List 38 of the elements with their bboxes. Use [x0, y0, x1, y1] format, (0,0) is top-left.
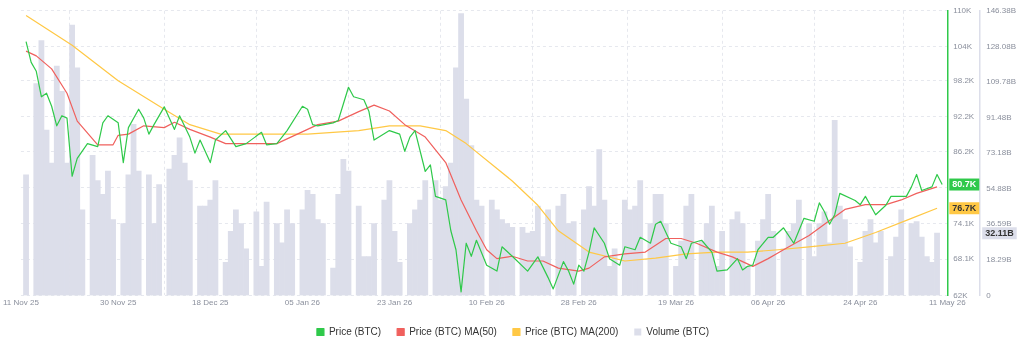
- y2-tick-label: 146.38B: [986, 6, 1017, 15]
- x-tick-label: 06 Apr 26: [751, 298, 786, 308]
- y-tick-label: 86.2K: [953, 147, 975, 157]
- x-tick-label: 19 Mar 26: [658, 298, 695, 308]
- bar: [708, 205, 715, 296]
- x-tick-label: 24 Apr 26: [843, 298, 878, 308]
- y2-tick-label: 91.48B: [986, 112, 1012, 122]
- annotation: 80.7K: [952, 179, 977, 190]
- y2-tick-label: 18.29B: [986, 255, 1012, 265]
- y2-tick-label: 128.08B: [986, 41, 1017, 51]
- y2-tick-label: 0: [986, 290, 992, 300]
- y-tick-label: 74.1K: [953, 218, 975, 228]
- x-tick-label: 30 Nov 25: [99, 298, 137, 308]
- y-tick-label: 92.2K: [953, 111, 975, 121]
- annotation: 76.7K: [952, 202, 977, 213]
- x-tick-label: 23 Jan 26: [376, 298, 413, 308]
- legend-label: Price (BTC) MA(200): [524, 325, 619, 337]
- text: 32.11B: [985, 227, 1015, 238]
- x-tick-label: 11 May 26: [928, 298, 967, 308]
- x-tick-label: 11 Nov 25: [3, 298, 40, 308]
- y-tick-label: 62K: [953, 290, 969, 300]
- legend-label: Volume (BTC): [646, 325, 710, 337]
- y2-tick-label: 54.88B: [986, 183, 1012, 193]
- legend-label: Price (BTC): [328, 325, 382, 337]
- bar: [611, 248, 618, 296]
- x-tick-label: 18 Dec 25: [192, 298, 230, 308]
- x-tick-label: 10 Feb 26: [468, 298, 506, 308]
- x-tick-label: 28 Feb 26: [560, 298, 598, 308]
- y-tick-label: 104K: [953, 41, 973, 51]
- y2-tick-label: 36.59B: [986, 219, 1012, 229]
- y-tick-label: 68.1K: [953, 254, 975, 264]
- y-tick-label: 110K: [953, 6, 973, 15]
- y2-tick-label: 109.78B: [986, 77, 1017, 87]
- y2-tick-label: 73.18B: [986, 148, 1012, 158]
- y-tick-label: 98.2K: [953, 75, 975, 85]
- legend-label: Price (BTC) MA(50): [409, 325, 497, 337]
- x-tick-label: 05 Jan 26: [284, 298, 321, 308]
- bar: [570, 221, 577, 296]
